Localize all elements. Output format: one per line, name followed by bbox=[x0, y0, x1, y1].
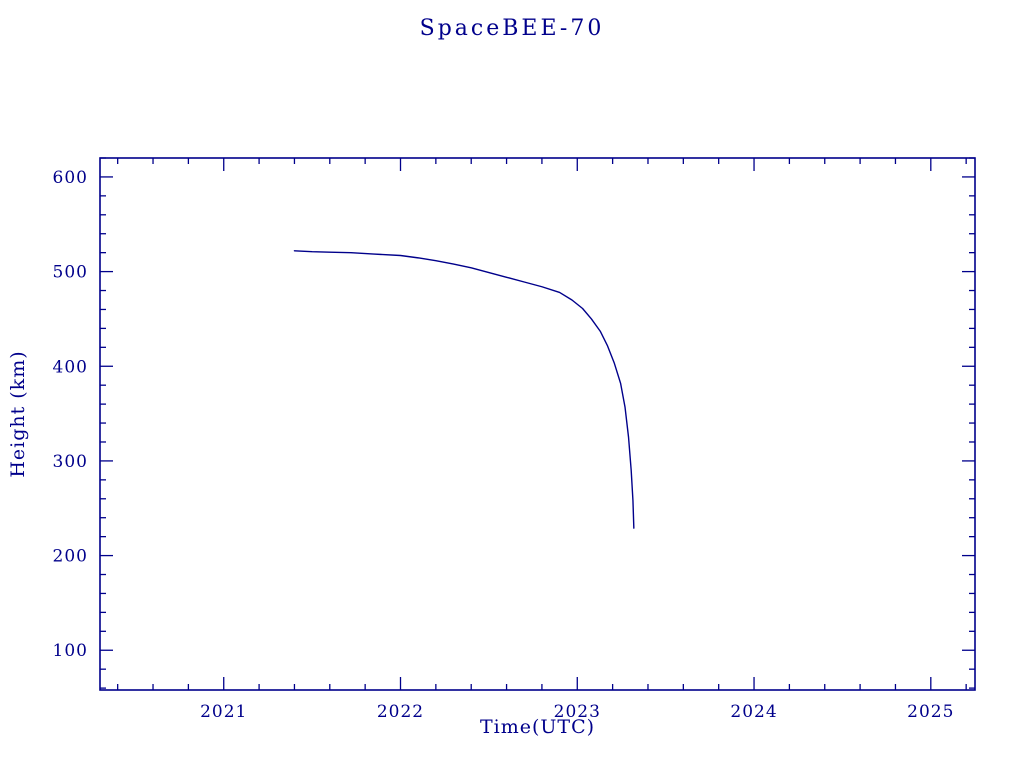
x-tick-label: 2025 bbox=[907, 702, 954, 722]
x-tick-label: 2021 bbox=[200, 702, 247, 722]
y-tick-label: 200 bbox=[53, 547, 88, 567]
plot-border bbox=[99, 157, 976, 691]
chart-title: SpaceBEE-70 bbox=[419, 16, 605, 41]
x-tick-label: 2023 bbox=[554, 702, 601, 722]
x-tick-label: 2022 bbox=[377, 702, 424, 722]
y-tick-label: 300 bbox=[53, 452, 88, 472]
x-axis-label: Time(UTC) bbox=[479, 716, 596, 738]
y-tick-label: 100 bbox=[53, 641, 88, 661]
height-curve bbox=[293, 250, 635, 529]
y-tick-label: 500 bbox=[53, 263, 88, 283]
y-tick-label: 600 bbox=[53, 168, 88, 188]
tick-marks bbox=[100, 157, 975, 690]
tick-labels: 2021 2022 2023 2024 2025 100 200 300 400 500 600 bbox=[53, 168, 954, 722]
x-tick-label: 2024 bbox=[730, 702, 777, 722]
y-tick-label: 400 bbox=[53, 357, 88, 377]
